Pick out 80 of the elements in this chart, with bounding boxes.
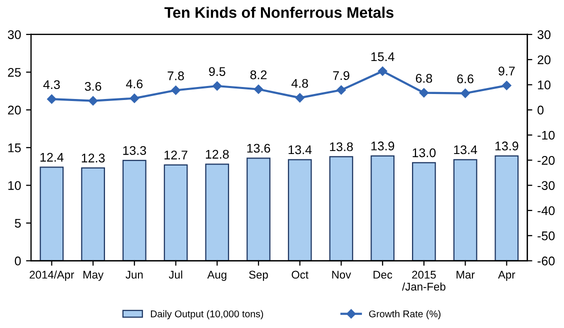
bar <box>40 166 64 261</box>
data-label: 7.9 <box>333 71 350 80</box>
bar <box>288 159 312 261</box>
y2-tick-label: -60 <box>538 256 555 266</box>
data-label: 13.9 <box>495 142 518 150</box>
data-label: 6.8 <box>416 74 432 83</box>
y-tick-label: 15 <box>8 144 21 152</box>
bar <box>205 164 230 261</box>
point <box>130 94 140 103</box>
data-label: 12.7 <box>164 150 188 160</box>
y2-tick-label: -20 <box>538 156 555 165</box>
x-tick-label: Jul <box>168 270 182 279</box>
bar <box>453 159 478 261</box>
bar <box>329 156 354 261</box>
data-label: 12.8 <box>206 150 229 159</box>
point <box>460 88 470 98</box>
chart-title: Ten Kinds of Nonferrous Metals <box>164 6 394 18</box>
x-tick-label: 2014/Apr <box>30 270 74 281</box>
x-tick-label: Mar <box>456 270 475 279</box>
bar <box>122 160 146 261</box>
bar <box>164 164 188 261</box>
x-tick-label: 2015 /Jan-Feb <box>402 270 446 291</box>
x-tick-label: Nov <box>332 270 352 279</box>
bar <box>246 158 270 261</box>
data-label: 7.8 <box>168 71 184 80</box>
x-tick-label: Oct <box>292 270 308 279</box>
x-tick-label: Jun <box>126 270 143 279</box>
data-label: 3.6 <box>84 82 102 91</box>
data-label: 9.7 <box>498 66 515 76</box>
y-tick-label: 20 <box>8 106 21 115</box>
data-label: 15.4 <box>371 52 394 62</box>
y-tick-label: 0 <box>14 256 21 266</box>
point <box>47 94 56 104</box>
legend-label: Growth Rate (%) <box>369 310 440 320</box>
data-label: 13.4 <box>288 145 312 154</box>
point <box>336 85 346 95</box>
y2-tick-label: 0 <box>538 106 544 115</box>
x-tick-label: Aug <box>207 270 226 281</box>
point <box>378 66 388 76</box>
x-tick-label: Apr <box>498 270 516 281</box>
y-tick-label: 10 <box>8 181 21 190</box>
data-label: 4.6 <box>126 79 143 88</box>
data-label: 13.0 <box>412 148 436 158</box>
x-tick-label: Sep <box>249 270 268 281</box>
bar <box>370 155 395 261</box>
data-label: 13.9 <box>371 142 394 150</box>
y2-tick-label: -50 <box>538 231 555 240</box>
y2-tick-label: -30 <box>538 181 555 190</box>
data-label: 4.3 <box>43 80 60 90</box>
y2-tick-label: 20 <box>538 55 550 64</box>
point <box>502 80 512 90</box>
y-tick-label: 5 <box>14 218 21 228</box>
bar <box>494 155 519 261</box>
data-label: 13.4 <box>454 145 478 154</box>
data-label: 12.3 <box>82 154 105 162</box>
y2-tick-label: -40 <box>538 206 555 216</box>
y-tick-label: 25 <box>8 68 21 77</box>
y2-tick-label: 30 <box>538 30 550 40</box>
data-label: 9.5 <box>209 67 226 76</box>
legend-label: Daily Output (10,000 tons) <box>150 310 264 320</box>
point <box>295 93 304 102</box>
data-label: 13.6 <box>247 144 270 153</box>
y2-tick-label: -10 <box>538 130 555 140</box>
point <box>212 81 222 91</box>
data-label: 13.8 <box>330 142 353 152</box>
bar <box>81 167 105 261</box>
data-label: 4.8 <box>291 78 308 88</box>
y2-tick-label: 10 <box>538 80 550 90</box>
point <box>88 96 98 106</box>
x-tick-label: May <box>83 270 104 281</box>
point <box>419 88 429 98</box>
x-tick-label: Dec <box>374 270 392 279</box>
data-label: 13.3 <box>123 146 146 155</box>
bar <box>412 162 436 261</box>
data-label: 6.6 <box>457 74 474 84</box>
point <box>171 86 180 95</box>
point <box>254 84 264 94</box>
data-label: 12.4 <box>40 152 64 162</box>
data-label: 8.2 <box>250 70 267 80</box>
y-tick-label: 30 <box>8 30 21 40</box>
